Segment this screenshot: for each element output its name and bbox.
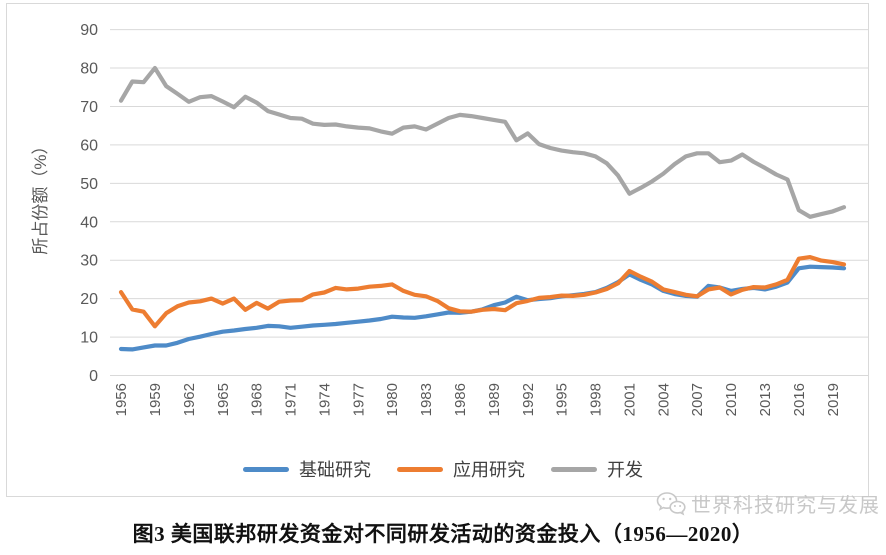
legend-swatch-development: [551, 466, 597, 472]
y-tick-label: 20: [80, 291, 98, 308]
y-tick-label: 40: [80, 214, 98, 231]
x-tick-label: 1995: [554, 383, 571, 416]
x-tick-label: 1983: [418, 383, 435, 416]
y-tick-label: 10: [80, 330, 98, 347]
x-tick-label: 2010: [723, 383, 740, 416]
x-tick-label: 1965: [215, 383, 232, 416]
wechat-icon: [656, 491, 686, 515]
y-tick-labels: 0 10 20 30 40 50 60 70 80 90: [80, 22, 98, 385]
legend-item-basic-research: 基础研究: [243, 456, 371, 482]
x-tick-label: 1977: [350, 383, 367, 416]
x-tick-label: 2013: [757, 383, 774, 416]
watermark-text: 世界科技研究与发展: [691, 495, 880, 517]
x-tick-label: 1968: [249, 383, 266, 416]
y-tick-label: 90: [80, 22, 98, 39]
y-tick-label: 80: [80, 61, 98, 78]
x-tick-label: 1986: [452, 383, 469, 416]
x-tick-label: 2007: [689, 383, 706, 416]
series-line-1: [118, 255, 847, 329]
x-tick-label: 1962: [181, 383, 198, 416]
x-tick-label: 2001: [621, 383, 638, 416]
y-tick-label: 0: [89, 368, 98, 385]
legend-swatch-basic-research: [243, 466, 289, 472]
y-tick-label: 50: [80, 176, 98, 193]
chart-area-border: [6, 3, 869, 497]
x-tick-label: 1956: [113, 383, 130, 416]
x-tick-label: 2016: [791, 383, 808, 416]
y-tick-label: 30: [80, 253, 98, 270]
x-tick-label: 1992: [520, 383, 537, 416]
x-tick-label: 1974: [316, 383, 333, 416]
legend-swatch-applied-research: [397, 466, 443, 472]
x-tick-label: 1971: [283, 383, 300, 416]
watermark: 世界科技研究与发展: [656, 489, 880, 518]
chart-legend: 基础研究 应用研究 开发: [0, 456, 886, 482]
legend-label-basic-research: 基础研究: [299, 460, 371, 480]
y-tick-label: 70: [80, 99, 98, 116]
x-tick-label: 1980: [384, 383, 401, 416]
y-gridlines: [110, 29, 868, 376]
series-line-2: [118, 65, 847, 219]
y-tick-label: 60: [80, 137, 98, 154]
x-tick-label: 1998: [588, 383, 605, 416]
x-tick-label: 1989: [486, 383, 503, 416]
x-tick-label: 1959: [147, 383, 164, 416]
x-tick-label: 2019: [825, 383, 842, 416]
x-tick-labels: 1956 1959 1962 1965 1968 1971 1974 1977 1980 1983…: [113, 383, 842, 416]
legend-item-applied-research: 应用研究: [397, 456, 525, 482]
y-axis-title: 所占份额（%）: [31, 137, 50, 254]
legend-item-development: 开发: [551, 456, 643, 482]
x-tick-label: 2004: [655, 383, 672, 416]
legend-label-development: 开发: [607, 460, 643, 480]
legend-label-applied-research: 应用研究: [453, 460, 525, 480]
figure-caption: 图3 美国联邦研发资金对不同研发活动的资金投入（1956—2020）: [132, 522, 754, 546]
